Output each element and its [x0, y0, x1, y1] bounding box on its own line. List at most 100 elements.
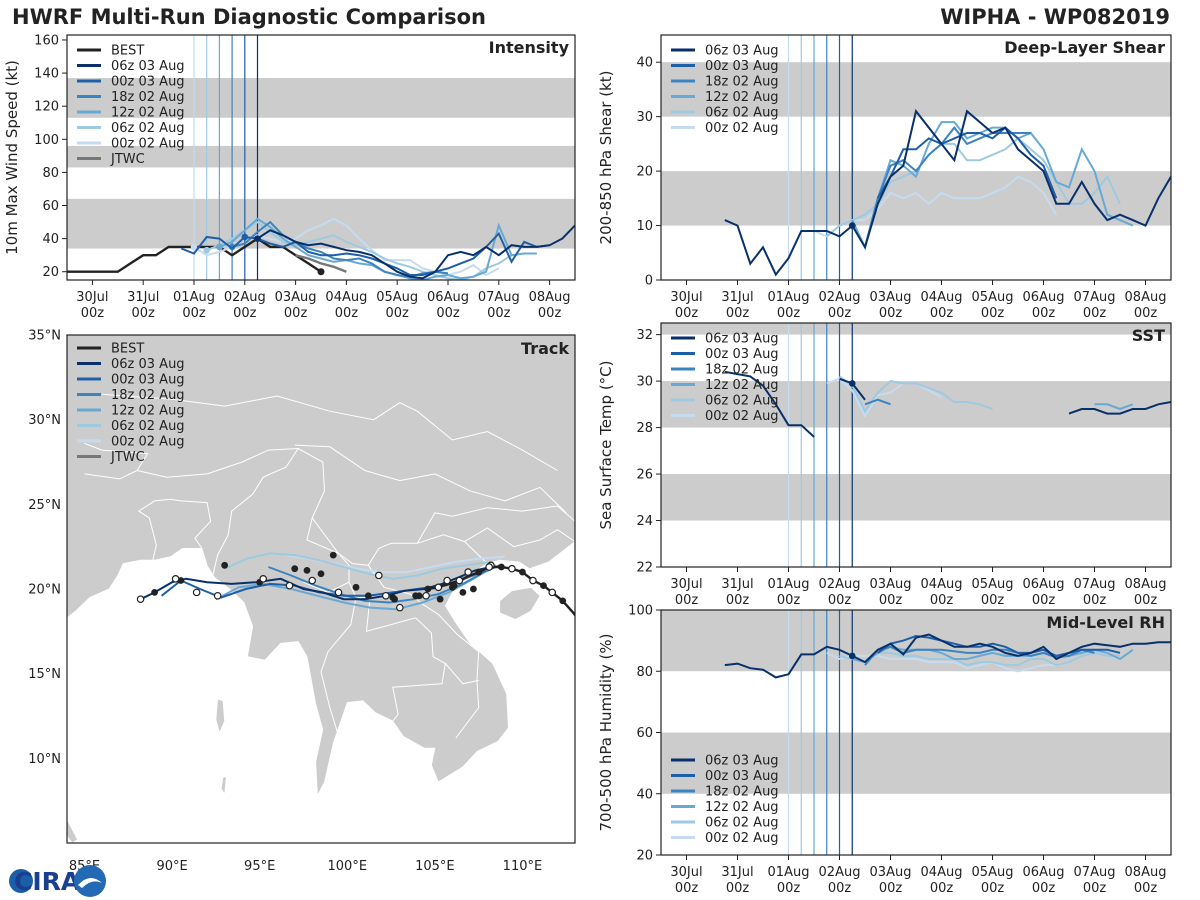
shear-y-tick-label: 20: [636, 165, 653, 180]
best-position-marker: [412, 592, 419, 600]
andaman-islands: [215, 698, 226, 735]
intensity-plot-area: [67, 217, 575, 280]
track-position-marker: [352, 583, 360, 591]
country-border: [84, 442, 149, 480]
track-lat-label: 10°N: [28, 752, 61, 767]
track-position-marker-open: [213, 591, 222, 600]
intensity-legend-label: JTWC: [110, 152, 145, 167]
shear-series-line: [864, 125, 1031, 248]
country-border: [137, 498, 212, 561]
shear-x-tick-label: 07Aug 00z: [1074, 290, 1116, 321]
best-position-marker-open: [508, 564, 516, 573]
tick-label-hour: 00z: [1032, 306, 1056, 321]
shear-shade-band: [661, 171, 1171, 226]
sst-series-line: [838, 375, 993, 414]
intensity-legend-label: 12z 02 Aug: [111, 106, 185, 121]
sst-init-point: [848, 380, 856, 387]
track-position-marker: [303, 566, 311, 574]
sst-y-tick-label: 24: [636, 514, 653, 529]
shear-y-tick-label: 10: [636, 219, 653, 234]
rh-init-point: [848, 652, 856, 660]
tick-label-date: 01Aug: [768, 577, 810, 592]
tick-label-hour: 00z: [879, 593, 903, 608]
nicobar-islands: [220, 776, 227, 796]
tick-label-date: 05Aug: [972, 865, 1014, 880]
best-position-marker: [540, 582, 547, 590]
shear-x-tick-label: 01Aug 00z: [768, 290, 810, 321]
track-position-marker: [364, 592, 372, 600]
intensity-y-tick-label: 160: [34, 33, 59, 48]
shear-legend-label: 00z 03 Aug: [705, 59, 779, 74]
shear-shade-band: [661, 62, 1171, 117]
intensity-legend-label: 18z 02 Aug: [111, 90, 185, 105]
track-lat-label: 25°N: [28, 498, 61, 513]
shear-frame: [660, 34, 1172, 281]
intensity-init-point: [190, 243, 198, 251]
tick-label-date: 03Aug: [870, 290, 912, 305]
intensity-legend-label: BEST: [111, 44, 144, 59]
rh-x-tick-label: 08Aug 00z: [1125, 865, 1167, 896]
tick-label-hour: 00z: [777, 306, 801, 321]
intensity-shade-band: [67, 198, 575, 249]
sst-frame: [660, 322, 1172, 568]
sst-legend-label: 12z 02 Aug: [705, 378, 779, 393]
intensity-jtwc-line: [295, 254, 347, 273]
tick-label-hour: 00z: [1083, 881, 1107, 896]
tick-label-hour: 00z: [981, 593, 1005, 608]
track-legend-label: BEST: [111, 342, 144, 357]
sst-legend-label: 00z 03 Aug: [705, 347, 779, 362]
shear-series-line: [851, 121, 1134, 251]
intensity-init-point: [241, 233, 249, 241]
shear-legend-label: 12z 02 Aug: [705, 90, 779, 105]
intensity-best-point: [317, 268, 325, 276]
cira-logo: CIRA: [9, 865, 106, 897]
sst-x-tick-label: 02Aug 00z: [819, 577, 861, 608]
tick-label-date: 31Jul: [721, 865, 753, 880]
intensity-y-tick-label: 60: [42, 199, 59, 214]
tick-label-hour: 00z: [284, 306, 308, 321]
intensity-series-line: [256, 224, 575, 280]
shear-x-tick-label: 04Aug 00z: [921, 290, 963, 321]
panel-track: 85°E90°E95°E100°E105°E110°E10°N15°N20°N2…: [28, 329, 576, 874]
tick-label-hour: 00z: [1032, 881, 1056, 896]
shear-x-tick-label: 08Aug 00z: [1125, 290, 1167, 321]
track-lon-label: 90°E: [156, 859, 187, 874]
track-lat-label: 35°N: [28, 329, 61, 344]
intensity-x-tick-label: 31Jul 00z: [127, 290, 159, 321]
sst-shade-band: [661, 323, 1171, 335]
track-position-marker-open: [443, 576, 451, 585]
track-position-marker-open: [382, 591, 390, 600]
intensity-y-tick-label: 100: [34, 133, 59, 148]
sst-panel-title: SST: [1132, 326, 1165, 345]
rh-plot-area: [724, 633, 1171, 679]
track-position-marker: [459, 588, 467, 596]
best-position-marker-open: [548, 588, 557, 597]
tick-label-date: 03Aug: [870, 865, 912, 880]
tick-label-date: 05Aug: [376, 290, 418, 305]
tick-label-date: 31Jul: [127, 290, 159, 305]
rh-series-line: [826, 651, 1070, 673]
track-legend-label: 06z 02 Aug: [111, 419, 185, 434]
tick-label-date: 04Aug: [921, 290, 963, 305]
track-lat-label: 15°N: [28, 667, 61, 682]
sst-x-tick-label: 01Aug 00z: [768, 577, 810, 608]
rh-y-tick-label: 80: [636, 665, 653, 680]
country-border: [306, 517, 350, 583]
track-position-marker-open: [464, 568, 472, 576]
sst-shade-band: [661, 381, 1171, 428]
track-legend-label: 18z 02 Aug: [111, 388, 185, 403]
tick-label-date: 30Jul: [670, 577, 702, 592]
tick-label-hour: 00z: [777, 593, 801, 608]
shear-init-point: [848, 222, 856, 229]
tick-label-hour: 00z: [828, 593, 852, 608]
track-legend-label: 12z 02 Aug: [111, 404, 185, 419]
tick-label-hour: 00z: [1134, 593, 1158, 608]
tick-label-hour: 00z: [1083, 306, 1107, 321]
country-border: [294, 444, 567, 514]
sst-y-tick-label: 22: [636, 561, 653, 576]
intensity-shade-band: [67, 78, 575, 118]
intensity-legend-label: 00z 02 Aug: [111, 137, 185, 152]
